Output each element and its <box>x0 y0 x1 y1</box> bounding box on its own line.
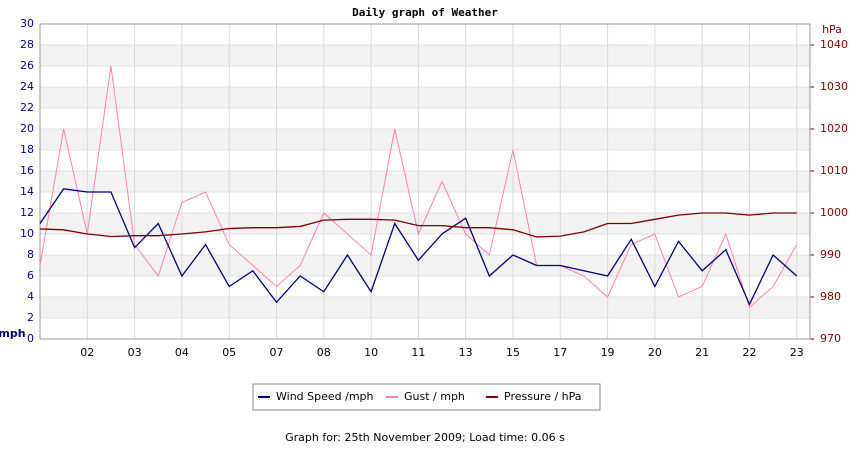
x-tick-label: 15 <box>506 346 520 359</box>
legend-label: Gust / mph <box>404 390 465 403</box>
x-tick-label: 19 <box>601 346 615 359</box>
y-tick-label: 28 <box>20 38 34 51</box>
plot-border <box>39 23 811 340</box>
x-tick-label: 23 <box>790 346 804 359</box>
x-tick-label: 20 <box>648 346 662 359</box>
y-tick-label: 18 <box>20 143 34 156</box>
legend-box <box>252 383 601 411</box>
y2-axis-label: hPa <box>822 23 842 36</box>
y2-tick-label: 990 <box>820 248 841 261</box>
y2-tick-label: 1040 <box>820 38 848 51</box>
grid-band <box>40 45 810 66</box>
y-tick-label: 14 <box>20 185 34 198</box>
y-tick-label: 8 <box>27 248 34 261</box>
y2-tick-label: 1010 <box>820 164 848 177</box>
x-tick-label: 02 <box>80 346 94 359</box>
plot-area <box>40 23 810 340</box>
grid-band <box>40 87 810 108</box>
y-tick-label: 16 <box>20 164 34 177</box>
x-tick-label: 10 <box>364 346 378 359</box>
x-tick-label: 22 <box>742 346 756 359</box>
series-line <box>39 212 797 238</box>
grid-band <box>40 171 810 192</box>
x-tick-label: 07 <box>269 346 283 359</box>
series-line <box>39 65 798 309</box>
grid-band <box>40 129 810 150</box>
x-tick-label: 04 <box>175 346 189 359</box>
x-tick-label: 13 <box>459 346 473 359</box>
y2-tick-label: 1000 <box>820 206 848 219</box>
y-axis-label: mph <box>0 327 26 340</box>
footer: Graph for: 25th November 2009; Load time… <box>285 431 565 444</box>
grid-band <box>40 297 810 318</box>
y-tick-label: 22 <box>20 101 34 114</box>
legend-label: Pressure / hPa <box>504 390 582 403</box>
x-tick-label: 11 <box>411 346 425 359</box>
series-line <box>39 188 798 306</box>
y2-tick-label: 1030 <box>820 80 848 93</box>
x-tick-label: 05 <box>222 346 236 359</box>
grid-band <box>40 213 810 234</box>
y-tick-label: 26 <box>20 59 34 72</box>
x-tick-label: 08 <box>317 346 331 359</box>
y2-tick-label: 980 <box>820 290 841 303</box>
x-tick-label: 17 <box>553 346 567 359</box>
y2-tick-label: 1020 <box>820 122 848 135</box>
legend-label: Wind Speed /mph <box>276 390 374 403</box>
chart-title: Daily graph of Weather <box>352 6 498 19</box>
y-tick-label: 30 <box>20 17 34 30</box>
y-tick-label: 24 <box>20 80 34 93</box>
y-tick-label: 0 <box>27 332 34 345</box>
y-tick-label: 4 <box>27 290 34 303</box>
x-tick-label: 21 <box>695 346 709 359</box>
y-tick-label: 2 <box>27 311 34 324</box>
y-tick-label: 10 <box>20 227 34 240</box>
y2-tick-label: 970 <box>820 332 841 345</box>
y-tick-label: 20 <box>20 122 34 135</box>
y-tick-label: 6 <box>27 269 34 282</box>
x-tick-label: 03 <box>128 346 142 359</box>
y-tick-label: 12 <box>20 206 34 219</box>
